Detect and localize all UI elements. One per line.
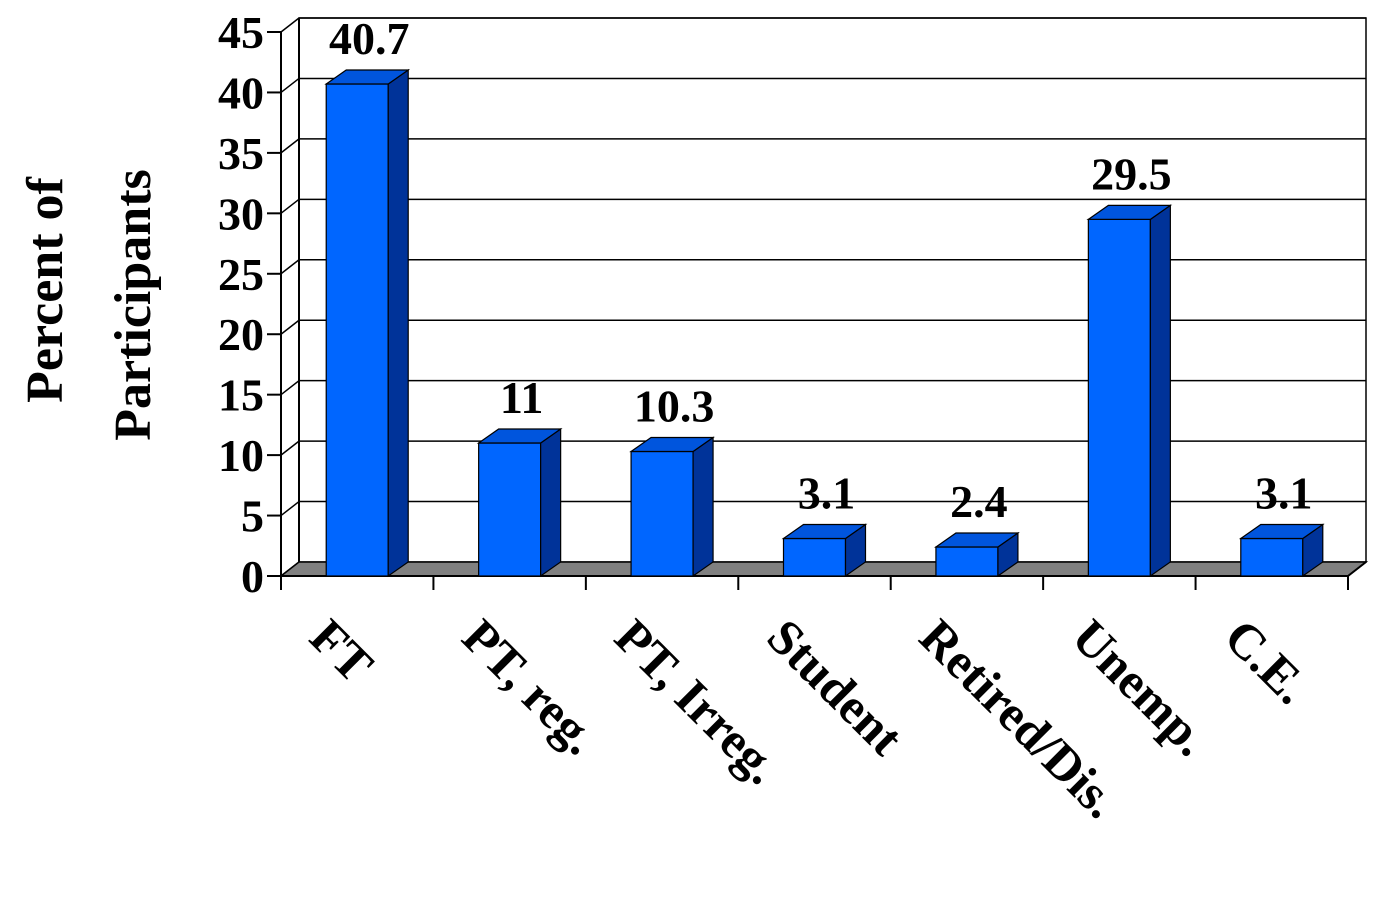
bars bbox=[324, 68, 1325, 578]
side-gridline bbox=[280, 380, 300, 396]
side-gridline bbox=[280, 259, 300, 275]
x-tick-labels: FT PT, reg.PT, Irreg.StudentRetired/Dis.U… bbox=[299, 608, 1320, 829]
bar bbox=[781, 523, 868, 578]
y-tick-label: 10 bbox=[218, 430, 264, 481]
chart-back-wall bbox=[298, 17, 1367, 563]
bar-top bbox=[324, 69, 411, 85]
bar-top bbox=[1086, 204, 1173, 220]
bar-top bbox=[934, 532, 1020, 548]
data-labels: 40.7 11 10.3 3.1 2.4 29.5 3.1 bbox=[329, 13, 1313, 527]
side-gridline bbox=[280, 17, 300, 33]
bar-top bbox=[1238, 523, 1325, 540]
bar-front bbox=[630, 450, 694, 577]
side-gridline bbox=[280, 500, 300, 517]
bar-top bbox=[629, 436, 715, 453]
bar bbox=[1086, 204, 1173, 578]
data-label: 2.4 bbox=[950, 476, 1008, 527]
y-tick-label: 25 bbox=[218, 249, 264, 300]
bar bbox=[1238, 523, 1325, 578]
y-tick-label: 35 bbox=[218, 128, 264, 179]
x-tick-label: PT, Irreg. bbox=[604, 608, 791, 795]
x-tick-label: C.E. bbox=[1214, 608, 1320, 714]
bar-front bbox=[1087, 218, 1151, 577]
y-tick-label: 0 bbox=[241, 551, 264, 602]
bar bbox=[629, 436, 715, 578]
bar-side bbox=[387, 68, 409, 578]
x-tick-label: Unemp. bbox=[1062, 608, 1220, 766]
bar bbox=[476, 427, 563, 578]
side-gridline bbox=[280, 138, 300, 154]
y-tick-labels: 0 5 10 15 20 25 30 35 40 45 bbox=[218, 7, 264, 602]
y-tick-label: 5 bbox=[241, 491, 264, 542]
y-tick-label: 30 bbox=[218, 188, 264, 239]
data-label: 3.1 bbox=[1255, 468, 1313, 519]
data-label: 3.1 bbox=[798, 468, 856, 519]
bar-side bbox=[1149, 204, 1171, 578]
y-tick-label: 40 bbox=[218, 67, 264, 118]
bar-front bbox=[1240, 537, 1304, 577]
gridlines bbox=[280, 17, 1366, 577]
data-label: 11 bbox=[500, 372, 543, 423]
x-tick-label: Student bbox=[757, 608, 915, 766]
bar-front bbox=[782, 537, 847, 577]
bar bbox=[324, 68, 411, 578]
data-label: 29.5 bbox=[1091, 148, 1172, 199]
y-axis-title-line-1: Percent of bbox=[17, 176, 74, 402]
side-gridline bbox=[280, 77, 300, 94]
bar-front bbox=[325, 83, 389, 577]
y-axis-title-line-2: Participants bbox=[105, 169, 162, 441]
y-axis-title: Percent of Participants bbox=[17, 169, 162, 441]
x-axis-end bbox=[1347, 561, 1367, 577]
bar-front bbox=[935, 546, 999, 577]
bar-top bbox=[476, 428, 563, 444]
y-tick-label: 15 bbox=[218, 370, 264, 421]
data-label: 40.7 bbox=[329, 13, 410, 64]
back-wall bbox=[298, 17, 1367, 563]
bar-side bbox=[692, 436, 714, 578]
bar-top bbox=[781, 523, 868, 540]
side-gridline bbox=[280, 198, 300, 214]
y-tick-label: 20 bbox=[218, 309, 264, 360]
x-tick-label: FT bbox=[299, 608, 384, 693]
side-gridline bbox=[280, 319, 300, 335]
side-gridline bbox=[280, 440, 300, 456]
bar bbox=[934, 531, 1020, 578]
bar-side bbox=[540, 427, 562, 578]
data-label: 10.3 bbox=[634, 380, 715, 431]
x-tick-label: PT, reg. bbox=[452, 608, 609, 765]
bar-front bbox=[478, 442, 542, 577]
y-tick-label: 45 bbox=[218, 7, 264, 58]
